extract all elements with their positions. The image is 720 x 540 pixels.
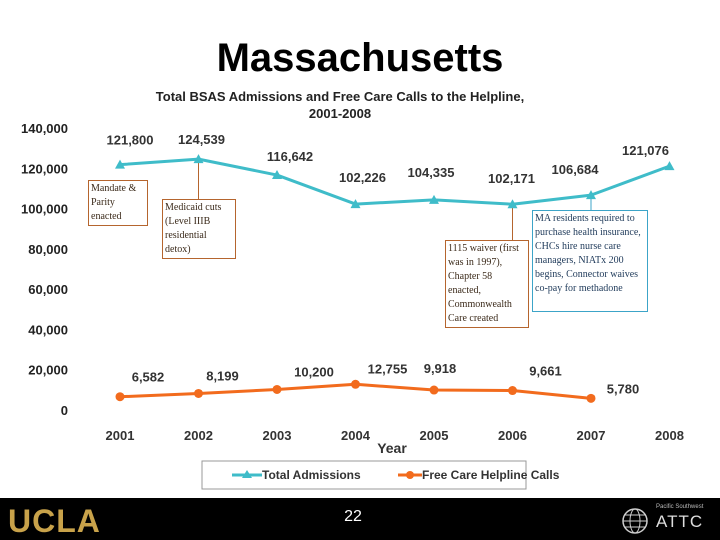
- ucla-logo: UCLA: [8, 503, 101, 539]
- footer-bar: UCLA 22 Pacific Southwest ATTC: [0, 498, 720, 540]
- y-tick-label: 60,000: [28, 282, 68, 297]
- x-tick-label: 2006: [498, 428, 527, 443]
- annotation-medicaid: Medicaid cuts (Level IIIB residential de…: [162, 199, 236, 259]
- y-tick-label: 0: [61, 403, 68, 418]
- data-label: 9,918: [424, 361, 457, 376]
- data-point: [586, 393, 596, 403]
- x-tick-label: 2008: [655, 428, 684, 443]
- attc-region-label: Pacific Southwest: [656, 504, 704, 510]
- legend-label-free-care: Free Care Helpline Calls: [422, 468, 560, 482]
- chart-title-line-1: Total BSAS Admissions and Free Care Call…: [155, 89, 525, 104]
- y-tick-label: 100,000: [21, 202, 68, 217]
- data-point: [664, 161, 675, 171]
- x-tick-label: 2002: [184, 428, 213, 443]
- data-label: 9,661: [529, 364, 562, 379]
- x-tick-label: 2004: [341, 428, 371, 443]
- data-point: [586, 190, 596, 200]
- legend-marker-free-care: [406, 471, 414, 479]
- data-point: [194, 388, 203, 398]
- x-tick-label: 2007: [577, 428, 606, 443]
- legend-label-total-admissions: Total Admissions: [262, 468, 361, 482]
- y-tick-label: 80,000: [28, 242, 68, 257]
- x-axis: 2001 2002 2003 2004 2005 2006 2007 2008: [106, 428, 684, 443]
- x-tick-label: 2005: [420, 428, 449, 443]
- annotation-ma-residents: MA residents required to purchase health…: [532, 210, 648, 312]
- page-number: 22: [344, 508, 362, 525]
- data-label: 6,582: [132, 370, 165, 385]
- data-point: [115, 159, 125, 169]
- x-tick-label: 2003: [263, 428, 292, 443]
- chart-title: Total BSAS Admissions and Free Care Call…: [140, 88, 540, 122]
- y-axis: 0 20,000 40,000 60,000 80,000 100,000 120,000 1…: [21, 121, 68, 418]
- data-point: [272, 384, 282, 394]
- data-point: [193, 154, 204, 164]
- chart-legend: Total Admissions Free Care Helpline Call…: [201, 460, 560, 490]
- y-tick-label: 120,000: [21, 161, 68, 176]
- x-tick-label: 2001: [106, 428, 135, 443]
- x-axis-title: Year: [377, 440, 407, 456]
- attc-logo: ATTC: [656, 512, 704, 531]
- data-label: 124,539: [178, 132, 225, 147]
- series-layer: [115, 154, 675, 403]
- series-line: [119, 157, 671, 206]
- slide-title: Massachusetts: [216, 36, 504, 80]
- data-label: 8,199: [206, 368, 239, 383]
- y-tick-label: 20,000: [28, 363, 68, 378]
- data-labels: 121,800 124,539 116,642 102,226 104,335 102,1…: [107, 132, 670, 396]
- data-label: 102,226: [339, 170, 386, 185]
- data-label: 102,171: [488, 171, 535, 186]
- data-point: [350, 199, 361, 209]
- data-point: [429, 385, 439, 395]
- data-label: 104,335: [408, 165, 455, 180]
- data-label: 116,642: [267, 149, 313, 164]
- y-tick-label: 40,000: [28, 322, 68, 337]
- data-label: 10,200: [294, 364, 334, 379]
- data-label: 121,076: [622, 143, 669, 158]
- data-label: 5,780: [607, 381, 640, 396]
- data-point: [507, 199, 518, 209]
- data-point: [115, 392, 125, 402]
- line-chart: 0 20,000 40,000 60,000 80,000 100,000 120,000 1…: [21, 121, 684, 490]
- data-label: 12,755: [368, 361, 408, 376]
- annotation-waiver: 1115 waiver (first was in 1997), Chapter…: [445, 240, 529, 328]
- data-point: [272, 170, 282, 180]
- annotation-mandate: Mandate & Parity enacted: [88, 180, 148, 226]
- data-point: [351, 379, 360, 389]
- data-point: [508, 386, 517, 396]
- globe-icon: [622, 508, 648, 534]
- data-label: 106,684: [552, 162, 600, 177]
- data-label: 121,800: [107, 133, 154, 148]
- legend-marker-total-admissions: [242, 470, 252, 478]
- chart-title-line-2: 2001-2008: [308, 106, 372, 121]
- data-point: [429, 194, 439, 204]
- y-tick-label: 140,000: [21, 121, 68, 136]
